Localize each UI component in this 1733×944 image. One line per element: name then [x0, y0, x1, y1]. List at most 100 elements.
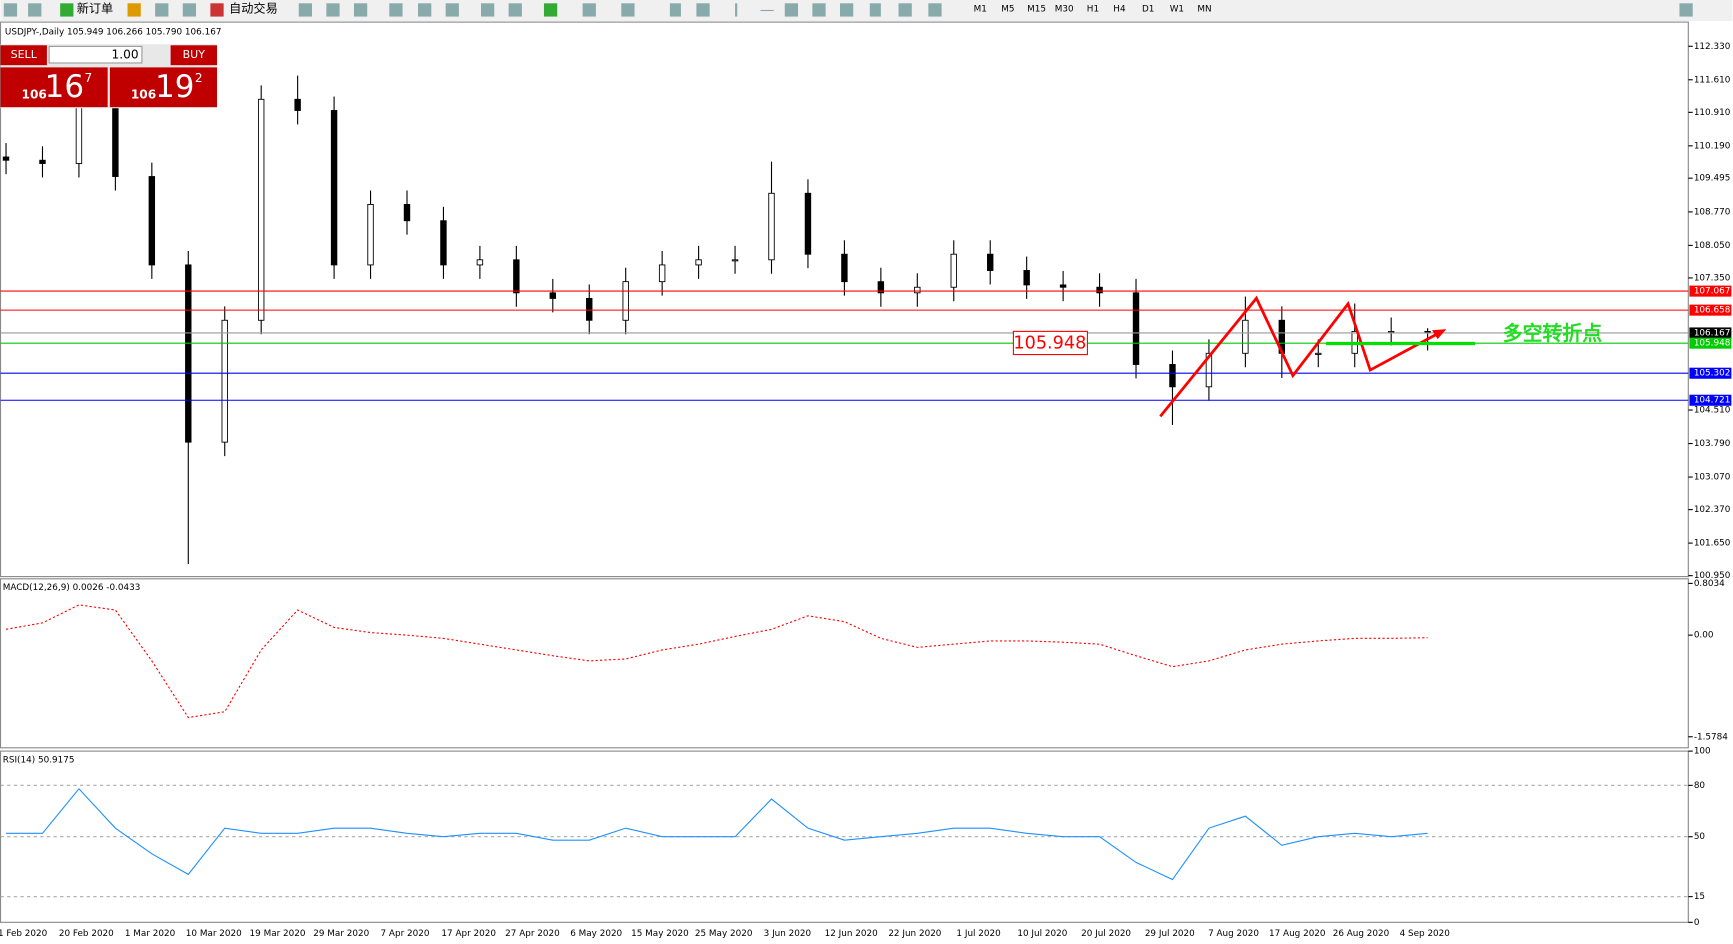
sell-price-main: 16 — [45, 69, 84, 105]
timeframe-button[interactable]: M15 — [1027, 4, 1046, 14]
y-tick-label: 0 — [1694, 918, 1700, 928]
one-click-panel — [0, 44, 218, 109]
y-tick-label: 108.770 — [1694, 207, 1731, 217]
zigzag-drawing — [1159, 295, 1443, 418]
annotation-price: 105.948 — [1013, 334, 1086, 354]
date-label: 17 Apr 2020 — [441, 929, 496, 939]
timeframe-bar: M1 M5 M15 M30 H1 H4 D1 W1 MN — [974, 4, 1212, 14]
y-tick-label: 108.050 — [1694, 241, 1731, 251]
sell-price-box[interactable] — [0, 67, 108, 108]
price-level-tag — [1689, 327, 1732, 339]
macd-title: MACD(12,26,9) 0.0026 -0.0433 — [3, 583, 141, 593]
candle-body — [112, 104, 119, 177]
sell-button[interactable] — [0, 45, 47, 66]
date-label: 17 Aug 2020 — [1269, 929, 1326, 939]
candle-body — [440, 220, 447, 266]
y-tick-label: 112.330 — [1694, 42, 1731, 52]
y-tick-label: 100 — [1694, 747, 1711, 757]
y-tick-label: -1.5784 — [1694, 732, 1728, 742]
buy-label[interactable]: BUY — [183, 48, 206, 61]
sell-label[interactable]: SELL — [11, 48, 38, 61]
candle-body — [586, 297, 593, 321]
toolbar-icons — [3, 3, 1693, 17]
date-label: 12 Jun 2020 — [825, 929, 878, 939]
macd-chart: 0.8034 0.00 -1.5784 — [5, 579, 1728, 742]
timeframe-button[interactable]: MN — [1197, 4, 1211, 14]
price-level-tag — [1689, 304, 1732, 316]
candle-body — [1387, 330, 1395, 333]
timeframe-button[interactable]: M1 — [974, 4, 987, 14]
sell-price-small: 7 — [84, 71, 92, 85]
price-level-label: 106.658 — [1694, 306, 1731, 316]
y-tick-label: 110.910 — [1694, 108, 1731, 118]
price-level-tag — [1689, 285, 1732, 297]
y-tick-label: 110.190 — [1694, 141, 1731, 151]
candle-body — [1023, 270, 1030, 286]
y-tick-label: 50 — [1694, 832, 1706, 842]
price-level-label: 107.067 — [1694, 287, 1731, 297]
timeframe-button[interactable]: H1 — [1087, 4, 1099, 14]
candle-body — [257, 98, 265, 321]
y-tick-label: 104.510 — [1694, 406, 1731, 416]
lots-input[interactable] — [48, 45, 143, 64]
candle-body — [1132, 292, 1140, 365]
buy-price-big: 106 — [131, 87, 156, 101]
y-tick-label: 107.350 — [1694, 273, 1731, 283]
date-axis: 1 Feb 2020 20 Feb 2020 1 Mar 2020 10 Mar 20… — [0, 929, 1450, 939]
new-order-button[interactable]: 新订单 — [77, 0, 113, 15]
rsi-title: RSI(14) 50.9175 — [3, 755, 75, 765]
arrow-head — [1432, 329, 1447, 340]
candle-body — [1205, 352, 1213, 388]
buy-button[interactable] — [170, 45, 218, 66]
date-label: 10 Mar 2020 — [186, 929, 242, 939]
candle-body — [476, 259, 484, 266]
timeframe-button[interactable]: M5 — [1001, 4, 1014, 14]
candle-body — [2, 156, 10, 161]
candle-body — [1315, 352, 1322, 355]
date-label: 6 May 2020 — [570, 929, 622, 939]
y-tick-label: 103.790 — [1694, 439, 1731, 449]
timeframe-button[interactable]: H4 — [1113, 4, 1126, 14]
candle-body — [221, 319, 228, 443]
candle-body — [294, 98, 301, 111]
annotation-text: 多空转折点 — [1503, 321, 1603, 345]
y-tick-label: 102.370 — [1694, 505, 1731, 515]
date-label: 27 Apr 2020 — [505, 929, 560, 939]
annotation-box — [1012, 330, 1088, 356]
toolbar — [0, 0, 1733, 21]
lots-value[interactable]: 1.00 — [112, 48, 139, 62]
rsi-line — [6, 787, 1428, 881]
price-level-label: 105.302 — [1694, 369, 1731, 379]
y-tick-label: 109.495 — [1694, 174, 1731, 184]
date-label: 25 May 2020 — [695, 929, 753, 939]
date-label: 29 Mar 2020 — [313, 929, 369, 939]
timeframe-button[interactable]: M30 — [1055, 4, 1074, 14]
candle-body — [841, 253, 848, 283]
timeframe-button[interactable]: W1 — [1170, 4, 1184, 14]
candle-body — [75, 104, 83, 164]
candle-body — [877, 281, 885, 294]
candle-body — [148, 176, 156, 266]
date-label: 26 Aug 2020 — [1333, 929, 1390, 939]
date-label: 3 Jun 2020 — [764, 929, 812, 939]
y-tick-label: 0.8034 — [1694, 579, 1725, 589]
rsi-chart: 100 80 50 15 0 — [0, 747, 1711, 928]
date-label: 7 Aug 2020 — [1208, 929, 1259, 939]
candle-body — [987, 253, 994, 271]
timeframe-button[interactable]: D1 — [1142, 4, 1154, 14]
candle-body — [622, 281, 629, 321]
date-label: 1 Jul 2020 — [956, 929, 1001, 939]
main-chart: 112.330 111.610 110.910 110.190 109.495 108.7… — [0, 42, 1732, 581]
buy-price-box[interactable] — [109, 67, 218, 108]
auto-trading-button[interactable]: 自动交易 — [229, 0, 278, 15]
candle-body — [403, 204, 411, 222]
date-label: 20 Jul 2020 — [1081, 929, 1131, 939]
candle-body — [768, 192, 775, 261]
candle-body — [185, 264, 192, 443]
buy-price-small: 2 — [195, 71, 203, 85]
main-pane — [0, 21, 1689, 578]
price-level-tag — [1689, 394, 1732, 406]
candle-body — [1096, 286, 1103, 294]
buy-price-main: 19 — [155, 69, 194, 105]
